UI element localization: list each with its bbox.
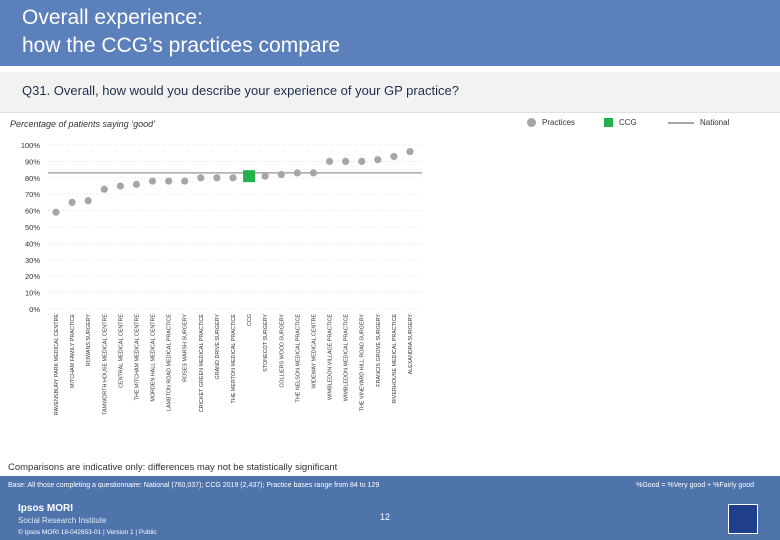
question-bar: Q31. Overall, how would you describe you… — [0, 72, 780, 113]
category-label: CCG — [247, 314, 253, 326]
comparisons-note: Comparisons are indicative only: differe… — [8, 462, 338, 473]
practice-point — [406, 147, 414, 156]
practice-point — [229, 174, 237, 182]
header-banner: Overall experience: how the CCG’s practi… — [0, 0, 780, 66]
legend-practices: Practices — [527, 118, 575, 128]
y-tick-label: 30% — [25, 256, 40, 265]
question-text: Q31. Overall, how would you describe you… — [22, 83, 459, 98]
legend-national-marker — [668, 121, 694, 124]
brand-subtitle: Social Research Institute — [18, 516, 107, 525]
category-label: CRICKET GREEN MEDICAL PRACTICE — [199, 314, 205, 413]
practice-point — [197, 174, 205, 182]
y-tick-label: 20% — [25, 272, 40, 281]
legend-practices-label: Practices — [542, 118, 575, 127]
category-label: WIDEWAY MEDICAL CENTRE — [311, 314, 317, 389]
practice-point — [148, 177, 157, 185]
practice-point — [309, 169, 318, 177]
legend-ccg-marker — [604, 118, 613, 128]
category-label: THE VINEYARD HILL ROAD SURGERY — [360, 314, 366, 412]
y-tick-label: 60% — [25, 207, 40, 216]
practice-point — [342, 157, 350, 165]
ipsos-logo — [728, 504, 758, 534]
practice-point — [84, 197, 92, 205]
practice-point — [374, 156, 382, 164]
practice-point — [358, 157, 366, 165]
legend-practices-marker — [527, 118, 536, 128]
y-tick-label: 0% — [29, 305, 40, 314]
y-tick-label: 80% — [25, 174, 40, 183]
practice-point — [213, 174, 221, 182]
category-label: WIMBLEDON MEDICAL PRACTICE — [344, 314, 350, 402]
chart-subtitle: Percentage of patients saying ‘good’ — [10, 119, 156, 129]
category-label: FRANCIS GROVE SURGERY — [376, 314, 382, 387]
legend-ccg-label: CCG — [619, 118, 637, 127]
good-definition: %Good = %Very good + %Fairly good — [636, 482, 754, 489]
base-note: Base: All those completing a questionnai… — [8, 482, 380, 489]
category-label: ALEXANDRA SURGERY — [408, 314, 414, 375]
legend-ccg: CCG — [604, 118, 637, 128]
legend-national-label: National — [700, 118, 730, 127]
practice-point — [132, 180, 141, 188]
practice-point — [68, 198, 76, 206]
ccg-marker — [243, 170, 256, 183]
category-label: WIMBLEDON VILLAGE PRACTICE — [328, 314, 334, 400]
practice-point — [293, 169, 301, 177]
category-label: ROWANS SURGERY — [86, 314, 92, 367]
category-label: GRAND DRIVE SURGERY — [215, 314, 221, 380]
practice-point — [100, 185, 108, 193]
y-tick-label: 100% — [21, 141, 41, 150]
y-tick-label: 90% — [25, 157, 40, 166]
category-label: TAMWORTH HOUSE MEDICAL CENTRE — [102, 314, 108, 415]
category-label: LAMBTON ROAD MEDICAL PRACTICE — [167, 314, 173, 411]
practice-point — [261, 172, 269, 180]
practice-point — [52, 208, 60, 216]
practice-point — [181, 177, 189, 185]
y-tick-label: 50% — [25, 223, 40, 232]
category-label: CENTRAL MEDICAL CENTRE — [118, 314, 124, 388]
practice-point — [165, 177, 173, 185]
practice-point — [390, 152, 398, 161]
practice-point — [277, 170, 285, 179]
category-label: RIVERHOUSE MEDICAL PRACTICE — [392, 314, 398, 404]
page-title: Overall experience: how the CCG’s practi… — [22, 6, 341, 57]
footer: Base: All those completing a questionnai… — [0, 476, 780, 540]
y-tick-label: 40% — [25, 239, 40, 248]
category-label: THE MITCHAM MEDICAL CENTRE — [134, 314, 140, 401]
category-label: RAVENSBURY PARK MEDICAL CENTRE — [54, 314, 60, 416]
y-tick-label: 10% — [25, 289, 40, 298]
category-label: STONECOT SURGERY — [263, 314, 269, 372]
practice-point — [116, 182, 124, 190]
category-label: COLLIERS WOOD SURGERY — [279, 314, 285, 388]
category-label: MORDEN HALL MEDICAL CENTRE — [151, 314, 157, 402]
copyright: © Ipsos MORI 18-042653-01 | Version 1 | … — [18, 529, 157, 536]
category-label: ROSES MARSH SURGERY — [183, 314, 189, 382]
brand-name: Ipsos MORI — [18, 503, 74, 514]
practice-comparison-chart: 0% 10% 20% 30% 40% 50% 60% 70% 80% 90% 100% RAVENSB… — [21, 141, 422, 416]
legend-national: National — [668, 118, 729, 127]
practice-point — [325, 157, 334, 165]
category-label: MITCHAM FAMILY PRACTICE — [70, 314, 76, 388]
y-tick-label: 70% — [25, 190, 40, 199]
page-number: 12 — [380, 512, 391, 522]
category-label: THE NELSON MEDICAL PRACTICE — [295, 314, 301, 403]
category-label: THE MERTON MEDICAL PRACTICE — [231, 314, 237, 404]
